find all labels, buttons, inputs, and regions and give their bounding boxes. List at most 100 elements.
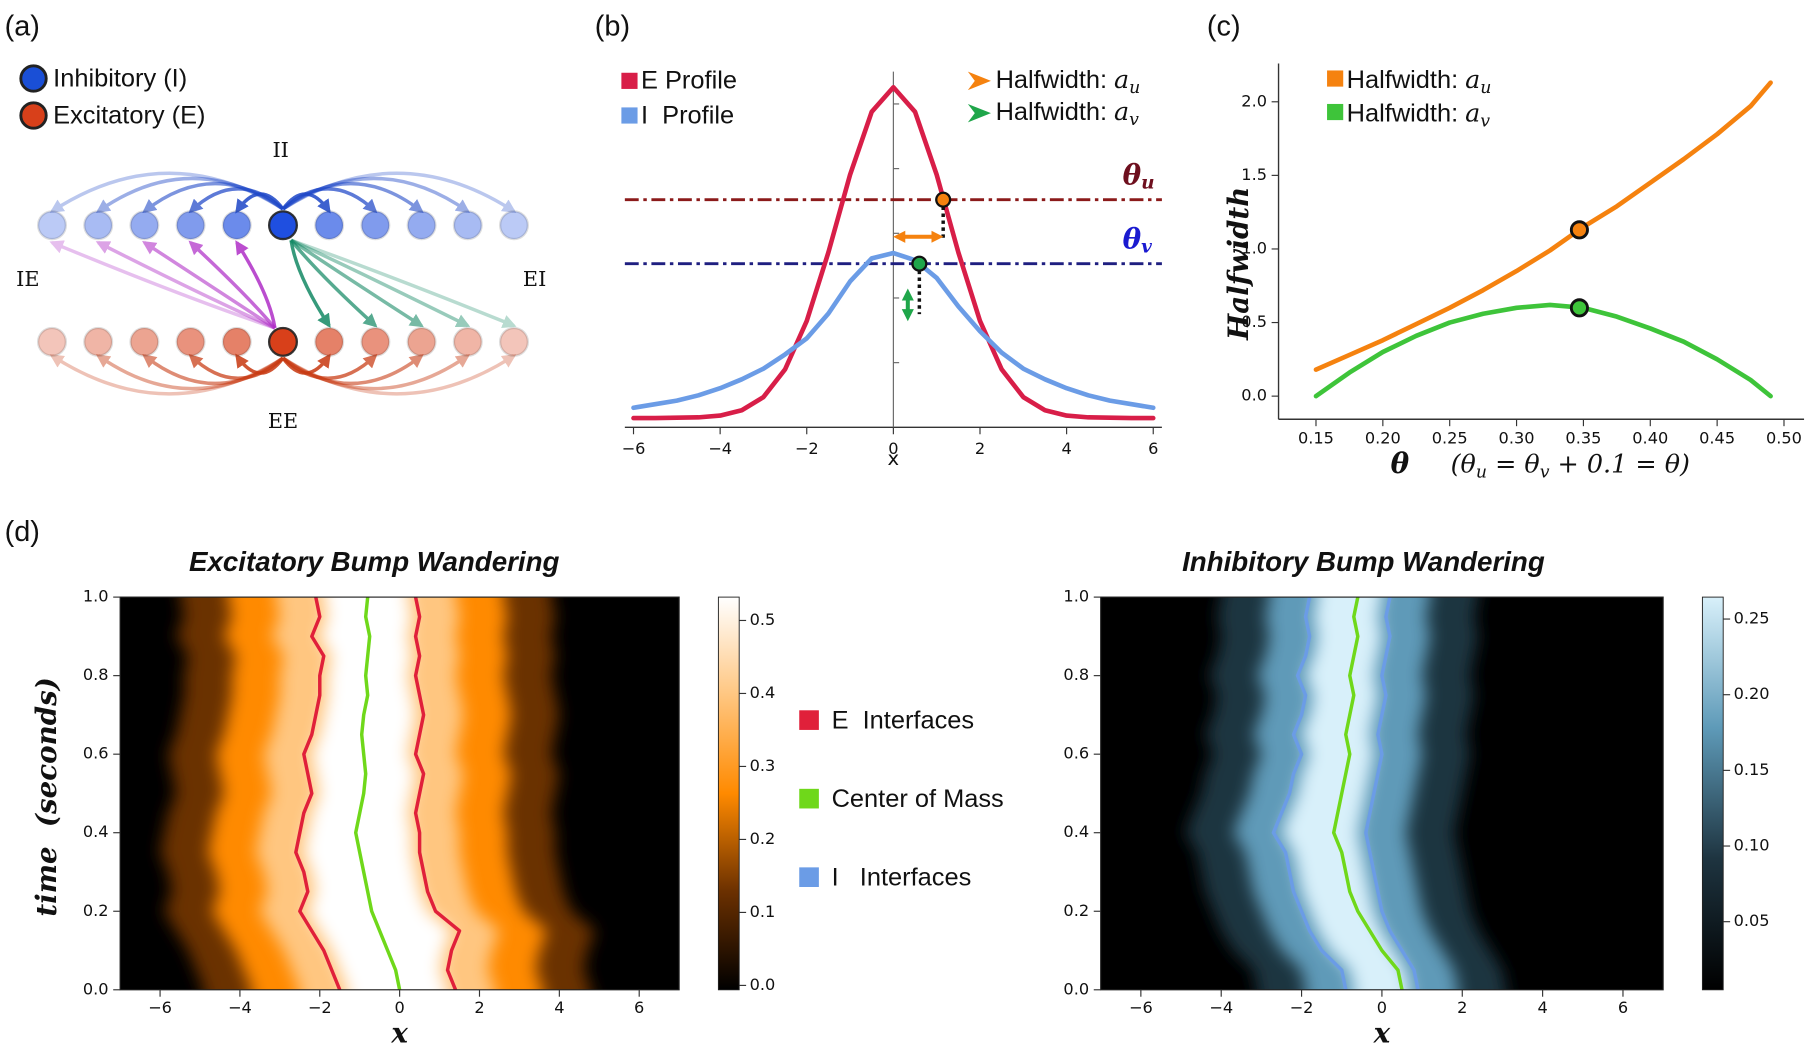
halfwidth-point [935, 191, 952, 208]
math-text: (θ [1451, 448, 1476, 478]
y-tick-label: 0.8 [1063, 665, 1089, 684]
x-tick-label: 6 [1618, 998, 1628, 1017]
connection-arc [188, 187, 285, 214]
legend-swatch [621, 72, 638, 89]
colorbar [1701, 596, 1724, 991]
legend-swatch [799, 867, 819, 887]
x-tick-label: 4 [554, 998, 564, 1017]
connection-arc [282, 171, 517, 213]
interface-line [294, 597, 342, 990]
label-text: Halfwidth: [996, 98, 1107, 126]
x-tick-label: −2 [795, 439, 819, 458]
colorbar-tick-label: 0.2 [750, 829, 776, 848]
x-tick-label: 6 [634, 998, 644, 1017]
math-subscript: v [1540, 462, 1550, 482]
connection-arc [142, 241, 276, 330]
math-symbol: a [1465, 64, 1480, 94]
colorbar-tick-label: 0.3 [750, 756, 776, 775]
legend-label: Halfwidth: au [1347, 64, 1492, 97]
x-tick-label: 0.20 [1365, 428, 1401, 447]
connection-arc [290, 238, 424, 328]
x-tick-label: 2 [1457, 998, 1467, 1017]
x-tick-label: −4 [708, 439, 732, 458]
connection-arc [188, 353, 285, 380]
x-tick-label: 6 [1148, 439, 1158, 458]
excitatory-neuron [314, 326, 345, 357]
panel-label: (c) [1207, 10, 1241, 42]
x-tick-label: −6 [148, 998, 172, 1017]
legend-label: Center of Mass [832, 785, 1004, 813]
chart-title: Inhibitory Bump Wandering [1182, 546, 1545, 577]
interface-line [1364, 597, 1420, 990]
colorbar-tick-label: 0.15 [1734, 760, 1770, 779]
x-tick-label: 0.25 [1432, 428, 1468, 447]
math-subscript: v [1141, 237, 1152, 258]
y-tick-label: 0.2 [1063, 901, 1089, 920]
excitatory-neuron [175, 326, 206, 357]
legend-swatch [1327, 103, 1344, 121]
math-subscript: v [1480, 111, 1490, 131]
colorbar-tick-label: 0.20 [1734, 684, 1770, 703]
math-subscript: u [1476, 462, 1487, 482]
inhibitory-neuron [267, 210, 298, 241]
legend-label: Halfwidth: av [1347, 97, 1491, 130]
excitatory-neuron [221, 326, 252, 357]
x-tick-label: 0 [1377, 998, 1387, 1017]
connection-arc [235, 192, 285, 214]
y-tick-label: 0.0 [1063, 979, 1089, 998]
math-symbol: θ [1123, 222, 1142, 255]
connection-arc [188, 240, 277, 330]
excitatory-neuron [406, 326, 437, 357]
connection-arc [95, 240, 276, 330]
panel-label: (b) [595, 10, 630, 42]
excitatory-neuron [360, 326, 391, 357]
inhibitory-neuron [498, 210, 529, 241]
legend-label: I Profile [641, 101, 734, 129]
bump-intensity [303, 597, 452, 990]
x-tick-label: 2 [474, 998, 484, 1017]
colorbar-tick-label: 0.10 [1734, 836, 1770, 855]
label-text: Halfwidth: [1347, 99, 1458, 127]
profile-line [631, 250, 1156, 411]
math-subscript: u [1480, 77, 1491, 97]
connection-label: II [272, 138, 288, 162]
y-tick-label: 0.6 [83, 744, 109, 763]
x-tick-label: 0 [394, 998, 404, 1017]
x-tick-label: 0.15 [1298, 428, 1334, 447]
math-symbol: a [1465, 97, 1480, 127]
connection-arc [282, 354, 471, 391]
y-axis-label: time (seconds) [30, 677, 63, 916]
connection-arc [282, 354, 517, 396]
math-symbol: θ [1123, 158, 1142, 191]
interface-line [1271, 597, 1348, 990]
halfwidth-point [1569, 220, 1589, 240]
x-axis-label: x [390, 1016, 408, 1049]
x-tick-label: 4 [1537, 998, 1547, 1017]
colorbar [717, 596, 740, 991]
colorbar-tick-label: 0.1 [750, 902, 776, 921]
legend-label: I Interfaces [832, 864, 972, 892]
panel-label: (d) [5, 516, 40, 548]
x-tick-label: 0.40 [1632, 428, 1668, 447]
legend-swatch [1327, 70, 1344, 87]
connection-arc [235, 240, 277, 329]
excitatory-neuron [36, 326, 68, 357]
math-subscript: v [1129, 110, 1139, 130]
bump-intensity [1281, 597, 1411, 990]
excitatory-neuron [267, 326, 298, 357]
connection-arc [290, 238, 471, 328]
y-tick-label: 1.0 [1063, 587, 1089, 606]
y-tick-label: 0.4 [83, 822, 109, 841]
x-axis-note: (θu = θv + 0.1 = θ) [1451, 448, 1690, 481]
x-tick-label: −4 [228, 998, 252, 1017]
y-tick-label: 0.2 [83, 901, 109, 920]
colorbar-tick-label: 0.5 [750, 610, 776, 629]
x-tick-label: 4 [1061, 439, 1071, 458]
y-tick-label: 2.0 [1241, 91, 1267, 110]
x-tick-label: 0.30 [1499, 428, 1535, 447]
heatmap [1100, 597, 1664, 990]
inhibitory-neuron [406, 210, 437, 241]
legend-arrow [967, 71, 991, 91]
panel-label: (a) [5, 10, 40, 42]
